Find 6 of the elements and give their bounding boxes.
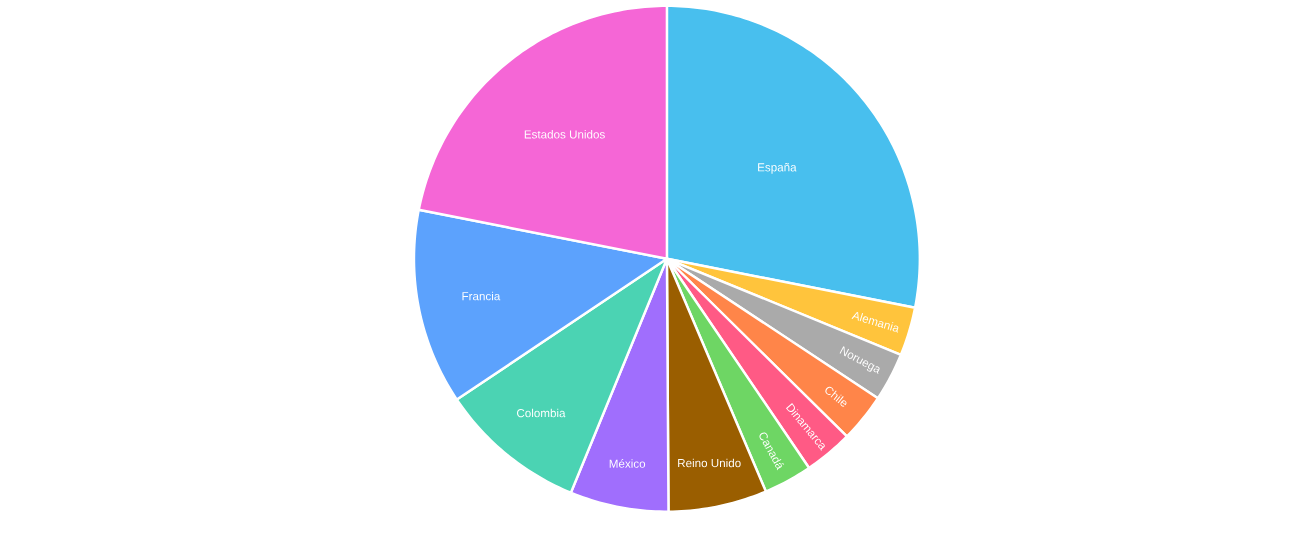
slice-label: Francia <box>462 291 501 301</box>
slice-label: Colombia <box>516 408 566 418</box>
slice-label: España <box>758 162 797 174</box>
slice-label: Estados Unidos <box>524 129 605 139</box>
slice-label: México <box>609 459 646 468</box>
slice-label: Reino Unido <box>678 458 741 468</box>
